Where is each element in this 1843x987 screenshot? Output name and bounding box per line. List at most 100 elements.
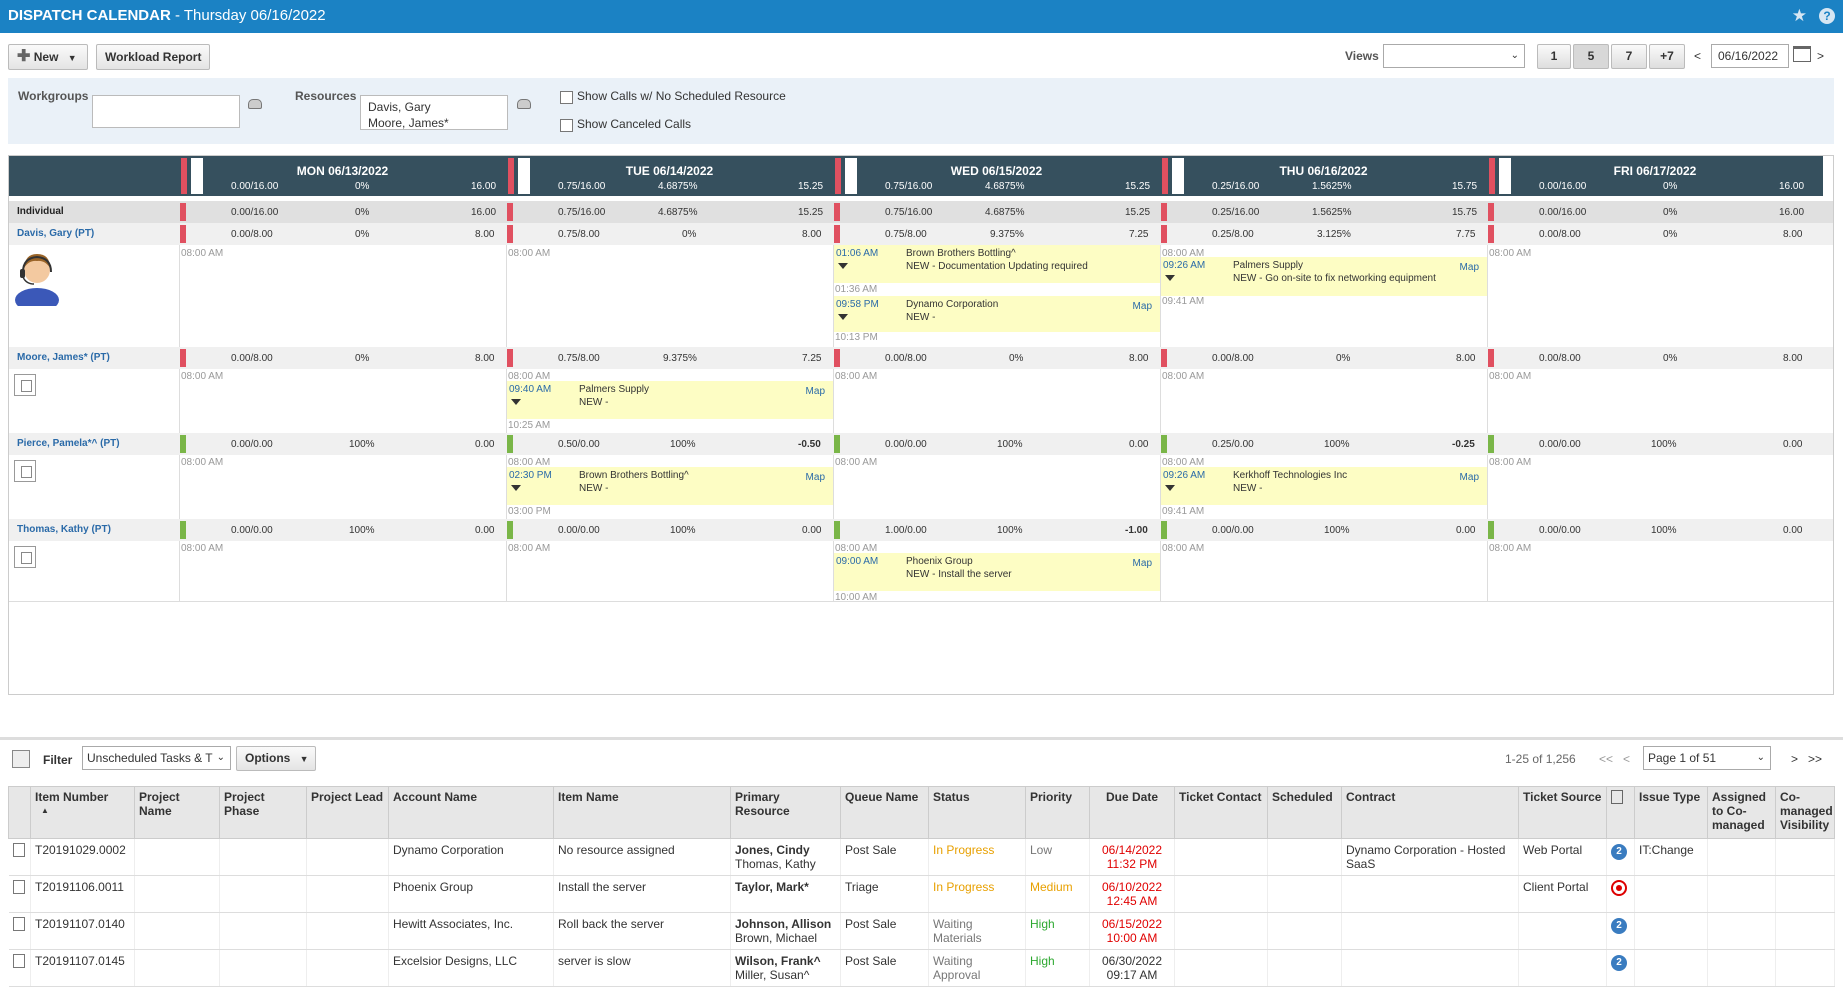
col-header[interactable]: Project Phase bbox=[219, 786, 307, 839]
time-label: 08:00 AM bbox=[835, 543, 878, 554]
day-header[interactable]: FRI 06/17/2022 0.00/16.00 0% 16.00 bbox=[1487, 156, 1823, 196]
day-header[interactable]: MON 06/13/2022 0.00/16.00 0% 16.00 bbox=[179, 156, 506, 196]
table-row[interactable]: T20191107.0140 Hewitt Associates, Inc. R… bbox=[8, 912, 1835, 950]
resource-name-link[interactable]: Pierce, Pamela*^ (PT) bbox=[17, 438, 120, 449]
col-header[interactable]: Ticket Source bbox=[1518, 786, 1607, 839]
chevron-down-icon: ▼ bbox=[67, 53, 77, 63]
view-7-button[interactable]: 7 bbox=[1611, 44, 1647, 69]
next-page-button[interactable]: > bbox=[1791, 752, 1799, 766]
day-header[interactable]: WED 06/15/2022 0.75/16.00 4.6875% 15.25 bbox=[833, 156, 1160, 196]
map-link[interactable]: Map bbox=[1459, 262, 1479, 273]
last-page-button[interactable]: >> bbox=[1808, 752, 1823, 766]
col-header[interactable]: Issue Type bbox=[1634, 786, 1708, 839]
col-header[interactable]: Assigned to Co-managed bbox=[1707, 786, 1776, 839]
appointment[interactable]: 09:00 AM Phoenix Group NEW - Install the s… bbox=[834, 553, 1160, 591]
col-header[interactable]: Due Date bbox=[1089, 786, 1175, 839]
show-no-resource-label: Show Calls w/ No Scheduled Resource bbox=[577, 89, 786, 103]
expand-triangle-icon[interactable] bbox=[1165, 275, 1175, 281]
col-header[interactable]: Priority bbox=[1025, 786, 1090, 839]
date-input[interactable]: 06/16/2022 bbox=[1711, 44, 1789, 68]
row-label: Individual bbox=[17, 206, 64, 217]
new-button[interactable]: ✚ New ▼ bbox=[8, 44, 88, 70]
map-link[interactable]: Map bbox=[1132, 558, 1152, 569]
prev-date-button[interactable]: < bbox=[1694, 49, 1702, 63]
col-header[interactable]: Project Name bbox=[134, 786, 220, 839]
prev-page-button[interactable]: < bbox=[1623, 752, 1631, 766]
ticket-icon[interactable] bbox=[12, 843, 25, 857]
support-agent-avatar-icon bbox=[15, 254, 59, 306]
grid-view-icon[interactable] bbox=[12, 750, 30, 768]
map-link[interactable]: Map bbox=[1132, 301, 1152, 312]
day-divider bbox=[506, 201, 507, 601]
item-number[interactable]: T20191106.0011 bbox=[30, 875, 135, 913]
appointment[interactable]: 09:26 AM Kerkhoff Technologies Inc NEW - Ma… bbox=[1161, 467, 1487, 505]
record-count: 1-25 of 1,256 bbox=[1505, 752, 1576, 766]
col-header[interactable]: Account Name bbox=[388, 786, 554, 839]
resource-name-link[interactable]: Davis, Gary (PT) bbox=[17, 228, 95, 239]
time-label: 08:00 AM bbox=[508, 457, 551, 468]
view-1-button[interactable]: 1 bbox=[1537, 44, 1571, 69]
appointment[interactable]: 09:40 AM Palmers Supply NEW - Map bbox=[507, 381, 833, 419]
map-link[interactable]: Map bbox=[1459, 472, 1479, 483]
resource-name-link[interactable]: Thomas, Kathy (PT) bbox=[17, 524, 111, 535]
item-number[interactable]: T20191107.0140 bbox=[30, 912, 135, 950]
col-header[interactable]: Item Name bbox=[553, 786, 731, 839]
ticket-icon[interactable] bbox=[12, 880, 25, 894]
appointment[interactable]: 02:30 PM Brown Brothers Bottling^ NEW - Map bbox=[507, 467, 833, 505]
col-header[interactable]: Ticket Contact bbox=[1174, 786, 1268, 839]
col-header[interactable]: Contract bbox=[1341, 786, 1519, 839]
item-number[interactable]: T20191107.0145 bbox=[30, 949, 135, 987]
col-header[interactable]: Item Number ▲ bbox=[30, 786, 135, 839]
expand-triangle-icon[interactable] bbox=[838, 263, 848, 269]
workload-report-button[interactable]: Workload Report bbox=[96, 44, 211, 70]
show-canceled-checkbox[interactable] bbox=[560, 119, 573, 132]
day-divider bbox=[1160, 201, 1161, 601]
status: Waiting Materials bbox=[928, 912, 1026, 950]
ticket-icon[interactable] bbox=[12, 954, 25, 968]
splitter-bar[interactable] bbox=[0, 737, 1843, 740]
table-row[interactable]: T20191029.0002 Dynamo Corporation No res… bbox=[8, 838, 1835, 876]
views-select[interactable]: ⌄ bbox=[1383, 44, 1525, 68]
expand-triangle-icon[interactable] bbox=[1165, 485, 1175, 491]
first-page-button[interactable]: << bbox=[1599, 752, 1614, 766]
col-header[interactable]: Primary Resource bbox=[730, 786, 841, 839]
table-row[interactable]: T20191107.0145 Excelsior Designs, LLC se… bbox=[8, 949, 1835, 987]
favorite-star-icon[interactable]: ★ bbox=[1791, 6, 1807, 25]
resource-picker-icon[interactable] bbox=[517, 99, 531, 109]
expand-triangle-icon[interactable] bbox=[511, 399, 521, 405]
filter-select[interactable]: Unscheduled Tasks & T ⌄ bbox=[82, 746, 231, 770]
map-link[interactable]: Map bbox=[805, 386, 825, 397]
col-header[interactable]: Scheduled bbox=[1267, 786, 1342, 839]
expand-triangle-icon[interactable] bbox=[838, 314, 848, 320]
time-label: 08:00 AM bbox=[508, 371, 551, 382]
col-header[interactable]: Queue Name bbox=[840, 786, 929, 839]
workgroup-picker-icon[interactable] bbox=[248, 99, 262, 109]
show-no-resource-checkbox[interactable] bbox=[560, 91, 573, 104]
expand-triangle-icon[interactable] bbox=[511, 485, 521, 491]
item-number[interactable]: T20191029.0002 bbox=[30, 838, 135, 876]
view-plus7-button[interactable]: +7 bbox=[1649, 44, 1685, 69]
map-link[interactable]: Map bbox=[805, 472, 825, 483]
workgroups-field[interactable] bbox=[92, 95, 240, 128]
options-button[interactable]: Options ▼ bbox=[236, 746, 316, 771]
view-5-button[interactable]: 5 bbox=[1573, 44, 1609, 69]
title-bar: DISPATCH CALENDAR - Thursday 06/16/2022 … bbox=[0, 0, 1843, 33]
next-date-button[interactable]: > bbox=[1817, 49, 1825, 63]
appointment[interactable]: 09:58 PM Dynamo Corporation NEW - Map bbox=[834, 296, 1160, 332]
help-icon[interactable]: ? bbox=[1819, 8, 1835, 24]
table-row[interactable]: T20191106.0011 Phoenix Group Install the… bbox=[8, 875, 1835, 913]
page-select[interactable]: Page 1 of 51 ⌄ bbox=[1643, 746, 1771, 770]
col-header[interactable]: Project Lead bbox=[306, 786, 389, 839]
col-header[interactable]: Co-managed Visibility bbox=[1775, 786, 1835, 839]
calendar-icon[interactable] bbox=[1793, 46, 1811, 62]
column-chooser-icon[interactable] bbox=[1606, 786, 1635, 839]
col-header[interactable]: Status bbox=[928, 786, 1026, 839]
ticket-icon[interactable] bbox=[12, 917, 25, 931]
resources-field[interactable]: Davis, Gary Moore, James* bbox=[360, 95, 508, 130]
primary-resource: Jones, Cindy Thomas, Kathy bbox=[730, 838, 841, 876]
resource-name-link[interactable]: Moore, James* (PT) bbox=[17, 352, 110, 363]
day-header[interactable]: TUE 06/14/2022 0.75/16.00 4.6875% 15.25 bbox=[506, 156, 833, 196]
appointment[interactable]: 01:06 AM Brown Brothers Bottling^ NEW - Do… bbox=[834, 245, 1160, 283]
appointment[interactable]: 09:26 AM Palmers Supply NEW - Go on-site t… bbox=[1161, 257, 1487, 296]
day-header[interactable]: THU 06/16/2022 0.25/16.00 1.5625% 15.75 bbox=[1160, 156, 1487, 196]
